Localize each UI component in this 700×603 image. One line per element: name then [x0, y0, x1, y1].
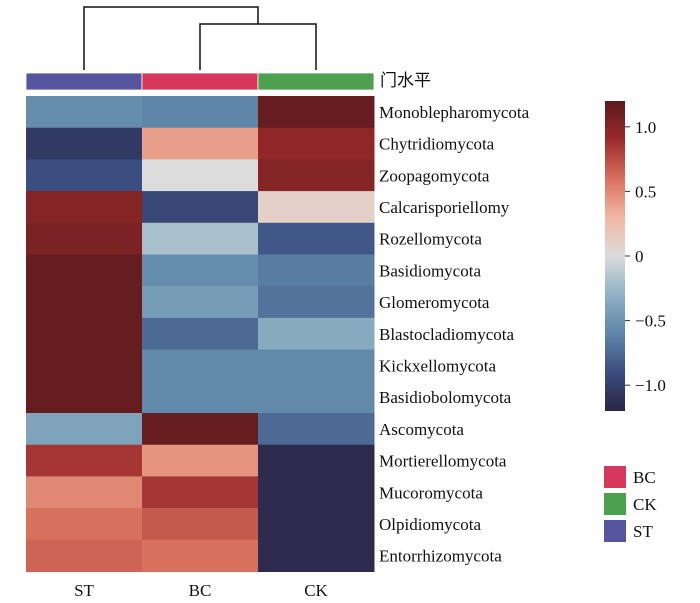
heatmap-cell [142, 349, 259, 382]
heatmap-cell [142, 96, 259, 129]
heatmap-cell [258, 317, 375, 351]
heatmap-cell [258, 191, 375, 224]
heatmap-cell [26, 191, 143, 224]
heatmap-cell [142, 508, 259, 541]
heatmap-cell [258, 539, 375, 572]
heatmap-cell [26, 96, 143, 129]
legend-swatch [604, 520, 626, 542]
row-label: Zoopagomycota [379, 166, 490, 185]
legend-label: ST [633, 522, 653, 541]
row-label: Olpidiomycota [379, 515, 481, 534]
dendrogram-branch-inner [199, 23, 317, 70]
heatmap-cell [26, 508, 143, 541]
heatmap-cell [26, 286, 143, 319]
column-labels: ST BC CK [74, 581, 328, 600]
column-label: BC [189, 581, 212, 600]
row-label: Kickxellomycota [379, 356, 497, 375]
heatmap-cell [26, 317, 143, 351]
heatmap-cell [258, 413, 375, 446]
legend-label: CK [633, 495, 657, 514]
row-label: Mortierellomycota [379, 452, 507, 471]
column-label: ST [74, 581, 94, 600]
legend-swatch [604, 493, 626, 515]
heatmap-cell [142, 159, 259, 192]
annotation-cell [25, 72, 143, 91]
heatmap-cell [258, 254, 375, 287]
heatmap-cell [26, 413, 143, 446]
row-label: Monoblepharomycota [379, 103, 530, 122]
heatmap-cell [142, 539, 259, 572]
column-dendrogram [83, 6, 317, 70]
heatmap-cell [142, 317, 259, 351]
row-label: Ascomycota [379, 420, 464, 439]
row-label: Calcarisporiellomy [379, 198, 510, 217]
heatmap-cell [258, 349, 375, 382]
heatmap-cell [26, 539, 143, 572]
row-label: Glomeromycota [379, 293, 490, 312]
colorbar-tick-label: −1.0 [635, 376, 666, 395]
heatmap-cell [142, 413, 259, 446]
heatmap-cell [142, 381, 259, 414]
colorbar-tick-label: −0.5 [635, 312, 666, 331]
dendrogram-branch-outer [83, 6, 259, 70]
heatmap-cell [142, 222, 259, 255]
row-labels: Monoblepharomycota Chytridiomycota Zoopago… [379, 103, 530, 566]
heatmap-cell [26, 222, 143, 255]
row-label: Entorrhizomycota [379, 547, 502, 566]
colorbar-tick-label: 0 [635, 247, 644, 266]
heatmap-cell [142, 286, 259, 319]
row-label: Chytridiomycota [379, 135, 495, 154]
row-label: Basidiobolomycota [379, 388, 512, 407]
heatmap-cell [258, 381, 375, 414]
legend-swatch [604, 466, 626, 488]
heatmap-cell [142, 444, 259, 477]
heatmap-cell [26, 349, 143, 382]
heatmap-cells [26, 96, 375, 572]
heatmap-cell [26, 476, 143, 509]
heatmap-cell [258, 444, 375, 477]
group-legend: BC CK ST [604, 466, 657, 542]
legend-label: BC [633, 468, 656, 487]
heatmap-cell [142, 127, 259, 160]
heatmap-cell [258, 476, 375, 509]
colorbar-tick-label: 0.5 [635, 182, 656, 201]
row-label: Basidiomycota [379, 261, 481, 280]
heatmap-cell [26, 159, 143, 192]
annotation-cell [141, 72, 259, 91]
colorbar [605, 101, 625, 411]
heatmap-cell [26, 381, 143, 414]
colorbar-ticks: 1.0 0.5 0 −0.5 −1.0 [625, 118, 666, 395]
heatmap-cell [26, 127, 143, 160]
row-label: Mucoromycota [379, 483, 483, 502]
column-label: CK [304, 581, 328, 600]
heatmap-cell [258, 159, 375, 192]
heatmap-cell [258, 222, 375, 255]
heatmap-cell [258, 96, 375, 129]
group-annotation-bar [25, 72, 375, 91]
heatmap-cell [142, 254, 259, 287]
heatmap-cell [258, 127, 375, 160]
heatmap-cell [26, 254, 143, 287]
row-label: Rozellomycota [379, 230, 482, 249]
heatmap-cell [26, 444, 143, 477]
annotation-label: 门水平 [380, 71, 431, 91]
heatmap-cell [258, 508, 375, 541]
heatmap-cell [258, 286, 375, 319]
heatmap-cell [142, 476, 259, 509]
row-label: Blastocladiomycota [379, 325, 514, 344]
heatmap-cell [142, 191, 259, 224]
annotation-cell [257, 72, 375, 91]
colorbar-tick-label: 1.0 [635, 118, 656, 137]
